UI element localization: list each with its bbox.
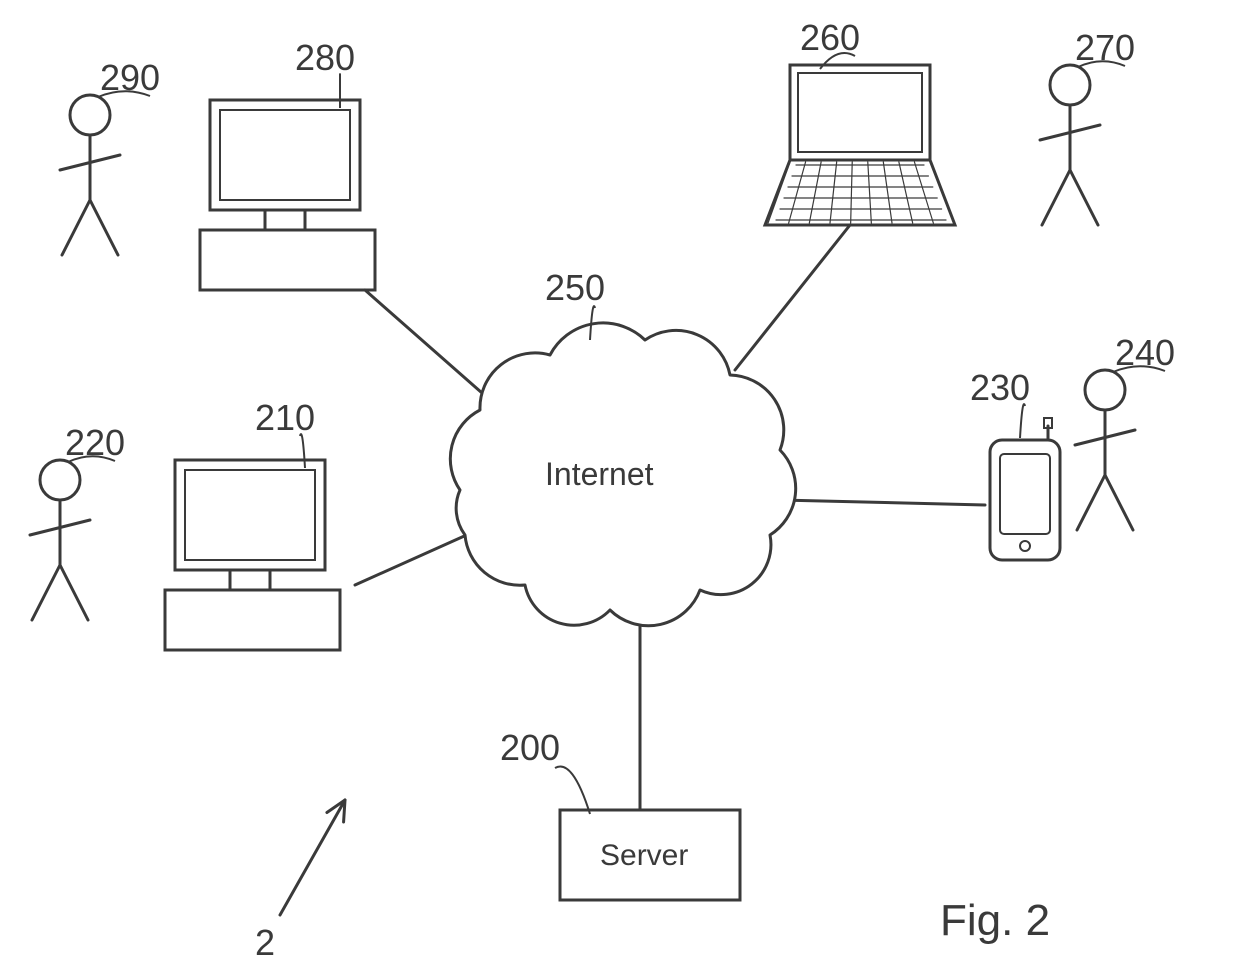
ref-260: 260 xyxy=(800,17,860,58)
nodes-layer: Internet Server xyxy=(30,65,1135,900)
ref-210: 210 xyxy=(255,397,315,438)
server-200: Server xyxy=(560,810,740,900)
desktop-210 xyxy=(165,460,340,650)
figure-number: 2 xyxy=(255,922,275,963)
laptop-260 xyxy=(765,65,955,225)
network-diagram: InternetServer 2502802102602302002902202… xyxy=(0,0,1240,977)
cloud-internet: Internet xyxy=(450,323,795,626)
person-240 xyxy=(1075,370,1135,530)
ref-230: 230 xyxy=(970,367,1030,408)
ref-250: 250 xyxy=(545,267,605,308)
desktop-280 xyxy=(200,100,375,290)
figure-caption: Fig. 2 xyxy=(940,896,1050,945)
cloud-text: Internet xyxy=(545,456,654,492)
person-270 xyxy=(1040,65,1100,225)
person-290 xyxy=(60,95,120,255)
ref-200: 200 xyxy=(500,727,560,768)
ref-280: 280 xyxy=(295,37,355,78)
phone-230 xyxy=(990,418,1060,560)
person-220 xyxy=(30,460,90,620)
server-text: Server xyxy=(600,839,688,872)
